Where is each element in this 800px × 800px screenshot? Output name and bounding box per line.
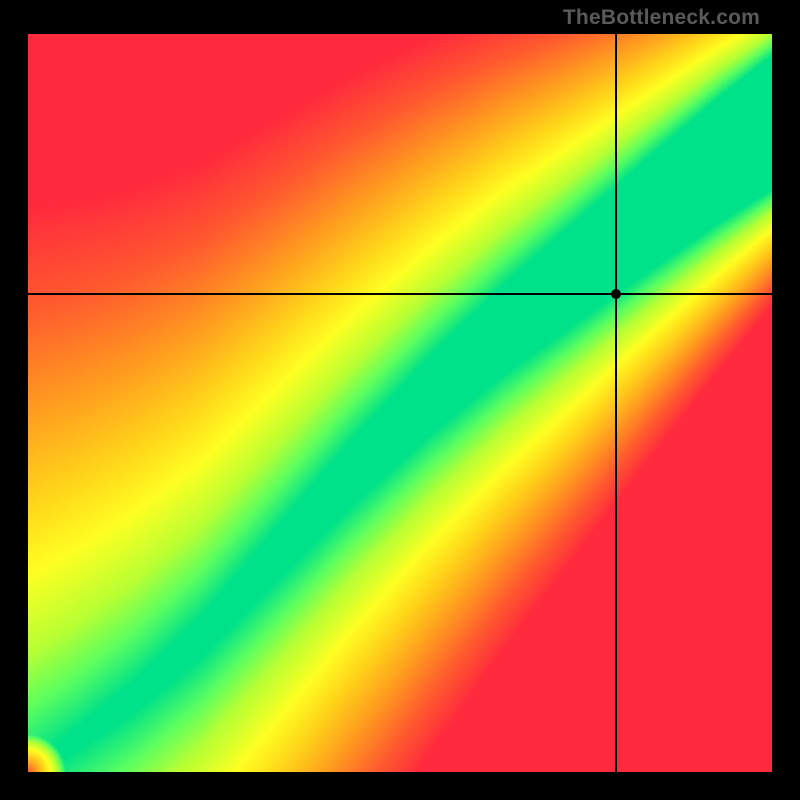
crosshair-horizontal <box>28 293 772 295</box>
heatmap-canvas <box>28 34 772 772</box>
intersection-dot <box>611 289 621 299</box>
chart-container: TheBottleneck.com <box>0 0 800 800</box>
crosshair-vertical <box>615 34 617 772</box>
watermark-text: TheBottleneck.com <box>563 6 760 30</box>
plot-frame <box>28 34 772 772</box>
